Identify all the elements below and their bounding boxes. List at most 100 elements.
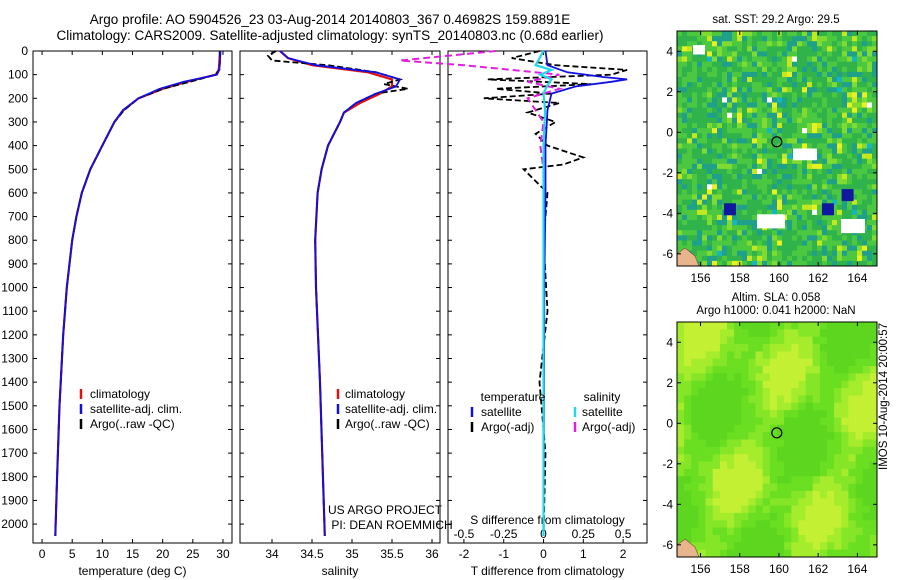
sst-cell — [747, 189, 753, 195]
sst-cell — [792, 112, 798, 119]
sla-cell — [734, 432, 742, 440]
sla-cell — [798, 395, 806, 404]
sst-cell — [812, 194, 818, 200]
sla-cell — [734, 373, 742, 382]
sst-cell — [752, 153, 758, 160]
sla-cell — [705, 388, 714, 396]
sla-cell — [762, 351, 771, 360]
sst-cell — [682, 31, 688, 37]
sst-cell — [822, 97, 828, 103]
sla-cell — [777, 505, 785, 514]
sst-cell — [722, 158, 728, 165]
sst-cell — [717, 225, 723, 231]
sst-cell — [707, 260, 713, 267]
sst-cell — [752, 158, 758, 165]
sla-cell — [805, 535, 814, 543]
sst-cell — [687, 204, 693, 211]
sst-cell — [802, 168, 808, 175]
sst-cell — [682, 112, 688, 119]
sla-cell — [805, 358, 814, 367]
sst-cell — [677, 112, 683, 119]
sst-cell — [832, 102, 838, 108]
sst-cell — [837, 204, 843, 211]
sla-cell — [848, 505, 856, 514]
sst-cell — [777, 138, 783, 144]
sla-cell — [769, 527, 778, 536]
sla-cell — [741, 388, 749, 396]
map-y-tick-label: -2 — [662, 457, 673, 471]
sla-cell — [855, 542, 864, 550]
sst-cell — [732, 107, 738, 114]
sst-cell — [827, 153, 833, 160]
sla-cell — [684, 344, 692, 352]
sst-cell — [817, 163, 823, 170]
sst-cell — [782, 199, 788, 206]
sst-cell — [752, 179, 758, 185]
sst-cell — [717, 230, 723, 236]
sst-cell — [702, 214, 708, 221]
sst-cell — [832, 204, 838, 211]
sla-cell — [755, 505, 764, 514]
sst-cell — [762, 61, 768, 68]
sst-cell — [797, 123, 803, 129]
sst-cell — [817, 199, 823, 206]
sla-cell — [827, 468, 835, 477]
sla-cell — [819, 446, 828, 455]
sst-cell — [812, 255, 818, 262]
sst-cell — [697, 112, 703, 119]
sst-cell — [752, 143, 758, 149]
sla-cell — [855, 373, 864, 382]
sla-cell — [798, 410, 806, 418]
sla-cell — [784, 336, 792, 345]
map-y-tick-label: -4 — [662, 497, 673, 511]
sst-cell — [847, 77, 853, 83]
sst-cell — [787, 143, 793, 149]
sst-cell — [822, 51, 828, 57]
sst-cell — [717, 194, 723, 200]
sla-cell — [677, 380, 685, 389]
sst-cell — [732, 36, 738, 42]
sst-cell — [722, 189, 728, 195]
sla-cell — [719, 380, 728, 389]
sst-cell — [767, 204, 773, 211]
sst-cell — [847, 153, 853, 160]
sst-cell — [797, 46, 803, 52]
sst-cell — [697, 138, 703, 144]
sla-cell — [827, 527, 835, 536]
sst-cell — [862, 240, 868, 246]
sla-cell — [698, 535, 706, 543]
sst-cell — [762, 255, 768, 262]
sst-cell — [762, 51, 768, 57]
sst-cell — [742, 174, 748, 180]
sla-cell — [755, 432, 764, 440]
sst-cell — [737, 107, 743, 114]
sst-cell — [832, 117, 838, 124]
sst-cell — [727, 133, 733, 139]
sst-cell — [757, 123, 763, 129]
sst-cell — [842, 107, 848, 114]
sla-cell — [862, 483, 871, 492]
sst-cell — [677, 46, 683, 52]
sla-cell — [812, 417, 821, 426]
sst-cell — [797, 112, 803, 119]
sst-cell — [822, 61, 828, 68]
sst-cell — [862, 158, 868, 165]
sst-cell — [832, 97, 838, 103]
sst-cell — [687, 61, 693, 68]
sla-cell — [827, 549, 835, 558]
sst-cell — [802, 204, 808, 211]
sst-cell — [727, 184, 733, 190]
sla-cell — [791, 512, 799, 521]
sst-cell — [807, 245, 813, 252]
sla-cell — [741, 454, 749, 462]
sst-cell — [802, 36, 808, 42]
sst-cell — [747, 148, 753, 154]
sst-cell — [787, 168, 793, 175]
sst-cell — [867, 133, 873, 139]
sst-cell — [762, 133, 768, 139]
sst-cell — [777, 51, 783, 57]
sst-cell — [702, 36, 708, 42]
sla-cell — [834, 388, 842, 396]
sst-cell — [832, 235, 838, 241]
sst-cell — [697, 128, 703, 134]
